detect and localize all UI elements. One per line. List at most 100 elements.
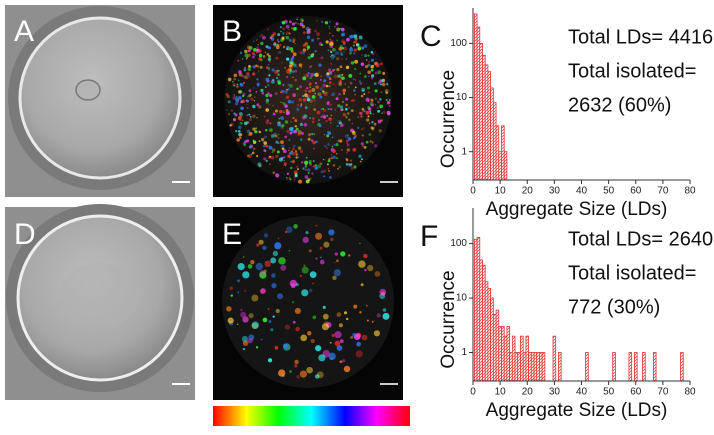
speckle (248, 118, 252, 122)
speckle (290, 166, 293, 170)
speckle (324, 92, 328, 97)
speckle (345, 65, 350, 70)
speckle (359, 311, 362, 314)
speckle (304, 160, 309, 165)
speckle (237, 90, 242, 94)
speckle (278, 51, 281, 54)
speckle (322, 313, 329, 320)
speckle (377, 70, 382, 75)
speckle (305, 26, 310, 31)
speckle (356, 43, 358, 46)
speckle (228, 113, 230, 116)
speckle (345, 317, 349, 321)
speckle (242, 271, 250, 279)
speckle (367, 91, 370, 94)
bar (482, 54, 486, 181)
speckle (342, 89, 346, 93)
speckle (340, 51, 343, 54)
speckle (271, 78, 275, 82)
speckle (352, 78, 355, 81)
speckle (320, 75, 322, 77)
bar (680, 352, 684, 382)
speckle (232, 118, 236, 122)
speckle (302, 167, 305, 170)
speckle (345, 116, 348, 119)
speckle (343, 46, 348, 51)
speckle (331, 94, 333, 97)
speckle (331, 136, 334, 139)
speckle (329, 341, 332, 344)
speckle (237, 291, 240, 294)
speckle (246, 56, 249, 59)
speckle (298, 179, 303, 184)
speckle (379, 79, 383, 83)
speckle (270, 155, 275, 160)
speckle (286, 129, 290, 133)
speckle (291, 22, 296, 26)
speckle (323, 133, 326, 136)
speckle (313, 108, 317, 111)
speckle (255, 64, 258, 68)
speckle (374, 97, 377, 100)
bar (495, 309, 500, 382)
speckle (339, 139, 343, 143)
speckle (329, 104, 331, 107)
speckle (286, 172, 290, 175)
speckle (280, 144, 285, 149)
speckle (367, 264, 374, 272)
speckle (264, 260, 272, 268)
speckle (310, 72, 315, 77)
speckle (280, 116, 285, 121)
x-tick-label: 30 (549, 387, 561, 398)
speckle (307, 72, 310, 75)
speckle (231, 109, 233, 112)
speckle (358, 80, 362, 83)
speckle (295, 150, 297, 153)
speckle (285, 75, 289, 79)
speckle (326, 163, 329, 166)
speckle (237, 116, 242, 121)
speckle (256, 78, 259, 81)
speckle (307, 172, 310, 174)
speckle (370, 68, 374, 72)
speckle (306, 74, 309, 77)
speckle (335, 97, 339, 101)
speckle (328, 229, 335, 236)
speckle (323, 80, 325, 83)
speckle (306, 168, 311, 172)
x-tick-label: 30 (549, 186, 561, 197)
speckle (257, 70, 260, 72)
speckle (345, 158, 349, 162)
speckle (345, 103, 348, 107)
speckle (319, 246, 323, 250)
speckle (298, 98, 302, 102)
speckle (301, 51, 306, 55)
speckle (350, 46, 353, 49)
speckle (366, 119, 369, 121)
speckle (259, 270, 266, 277)
speckle (290, 57, 294, 61)
speckle (337, 104, 341, 108)
speckle (276, 150, 280, 154)
speckle (359, 160, 362, 163)
speckle (331, 157, 334, 160)
speckle (258, 140, 261, 143)
speckle (246, 72, 250, 76)
speckle (285, 33, 288, 36)
speckle (297, 103, 300, 107)
speckle (354, 86, 357, 89)
speckle (336, 68, 340, 72)
speckle (303, 114, 307, 118)
speckle (316, 32, 320, 36)
speckle (388, 99, 391, 101)
x-axis-label: Aggregate Size (LDs) (486, 400, 668, 421)
speckle (275, 45, 280, 50)
speckle (262, 245, 267, 251)
speckle (341, 76, 345, 80)
speckle (254, 130, 258, 134)
speckle (271, 68, 275, 72)
speckle (329, 38, 331, 41)
speckle (334, 261, 336, 264)
speckle (327, 68, 332, 72)
speckle (320, 56, 324, 60)
